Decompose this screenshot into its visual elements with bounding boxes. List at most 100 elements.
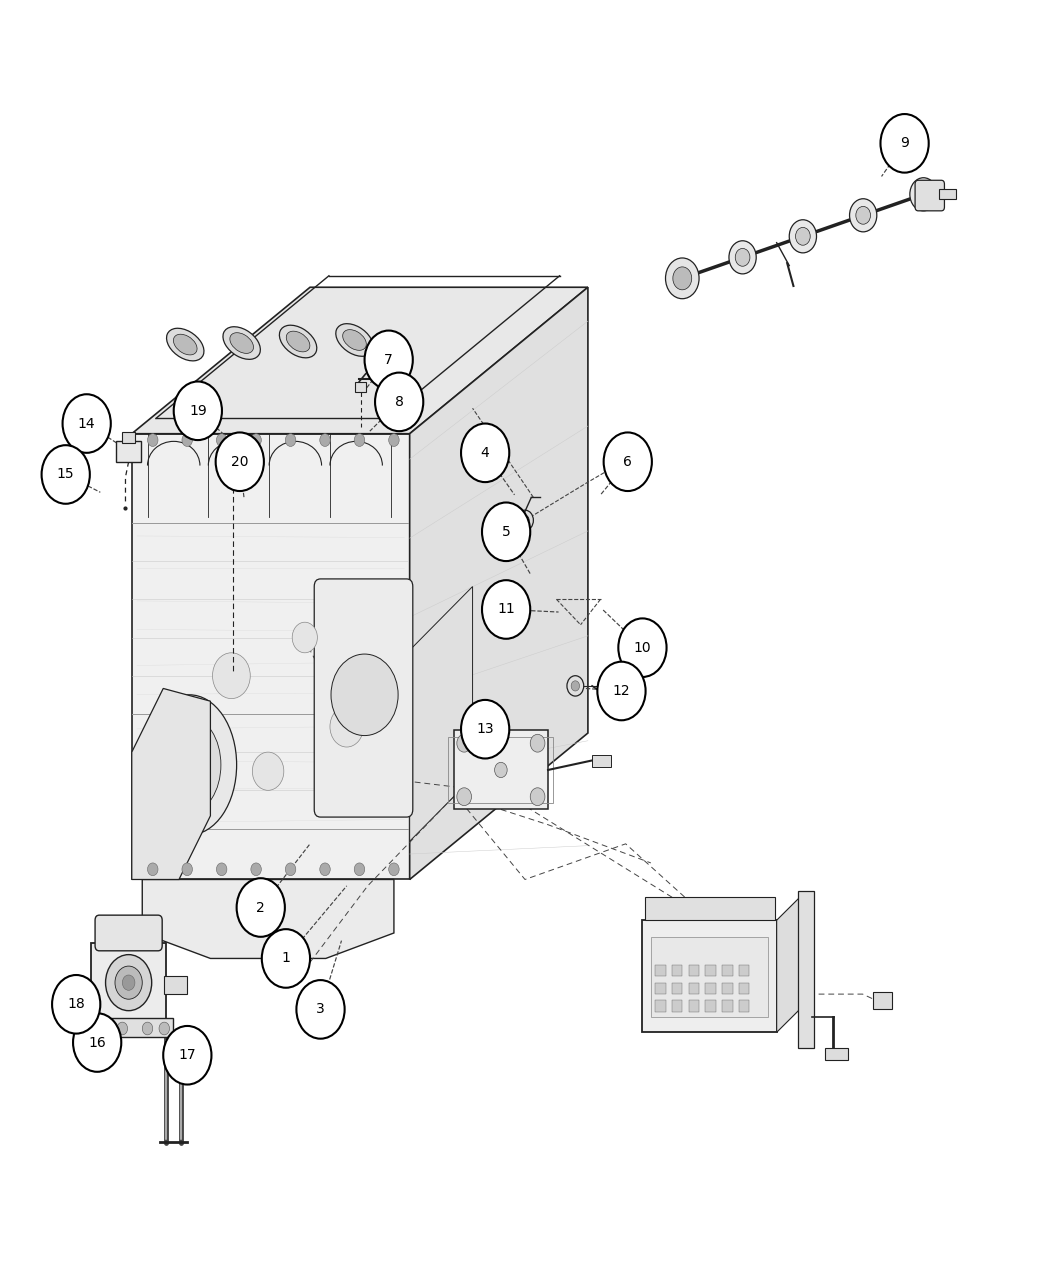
Circle shape bbox=[917, 185, 930, 203]
Bar bbox=[672, 983, 682, 994]
Circle shape bbox=[286, 863, 296, 876]
Bar bbox=[672, 965, 682, 977]
Bar bbox=[689, 1001, 699, 1012]
Bar bbox=[825, 1048, 848, 1061]
Circle shape bbox=[856, 207, 870, 224]
Circle shape bbox=[461, 423, 509, 482]
Circle shape bbox=[227, 436, 239, 451]
Polygon shape bbox=[131, 287, 588, 434]
Circle shape bbox=[42, 445, 90, 504]
Circle shape bbox=[147, 434, 157, 446]
FancyBboxPatch shape bbox=[96, 915, 162, 951]
Circle shape bbox=[182, 863, 192, 876]
Bar bbox=[655, 965, 666, 977]
Circle shape bbox=[666, 258, 699, 298]
Text: 3: 3 bbox=[316, 1002, 324, 1016]
Text: 15: 15 bbox=[57, 468, 75, 482]
Circle shape bbox=[63, 394, 111, 453]
Bar bbox=[672, 1001, 682, 1012]
Circle shape bbox=[123, 975, 134, 991]
Text: 1: 1 bbox=[281, 951, 291, 965]
Bar bbox=[651, 937, 769, 1017]
Ellipse shape bbox=[287, 332, 310, 352]
Bar bbox=[689, 965, 699, 977]
Bar bbox=[722, 965, 733, 977]
Ellipse shape bbox=[142, 695, 236, 835]
Circle shape bbox=[142, 1023, 152, 1035]
Circle shape bbox=[597, 662, 646, 720]
Circle shape bbox=[159, 1023, 169, 1035]
Circle shape bbox=[296, 980, 344, 1039]
Circle shape bbox=[910, 177, 937, 210]
Circle shape bbox=[118, 1023, 128, 1035]
Circle shape bbox=[251, 863, 261, 876]
Bar bbox=[592, 755, 611, 768]
Circle shape bbox=[330, 706, 363, 747]
Circle shape bbox=[173, 381, 222, 440]
Text: 5: 5 bbox=[502, 525, 510, 539]
Circle shape bbox=[320, 434, 331, 446]
Circle shape bbox=[163, 1026, 211, 1085]
Circle shape bbox=[735, 249, 750, 266]
Circle shape bbox=[530, 734, 545, 752]
Circle shape bbox=[530, 788, 545, 806]
Bar bbox=[706, 983, 716, 994]
Circle shape bbox=[482, 502, 530, 561]
Bar bbox=[939, 189, 956, 199]
Ellipse shape bbox=[279, 325, 317, 358]
Circle shape bbox=[147, 863, 157, 876]
Text: 14: 14 bbox=[78, 417, 96, 431]
Circle shape bbox=[669, 261, 696, 295]
Circle shape bbox=[482, 580, 530, 639]
Circle shape bbox=[618, 618, 667, 677]
Polygon shape bbox=[777, 898, 800, 1033]
FancyBboxPatch shape bbox=[645, 898, 775, 921]
Circle shape bbox=[116, 966, 142, 1000]
Text: 7: 7 bbox=[384, 353, 393, 367]
Polygon shape bbox=[131, 434, 410, 880]
Circle shape bbox=[457, 788, 471, 806]
Text: 8: 8 bbox=[395, 395, 403, 409]
Circle shape bbox=[251, 434, 261, 446]
Text: 19: 19 bbox=[189, 404, 207, 418]
Circle shape bbox=[461, 700, 509, 759]
Bar bbox=[874, 992, 892, 1010]
FancyBboxPatch shape bbox=[91, 944, 166, 1023]
Bar bbox=[655, 983, 666, 994]
Polygon shape bbox=[410, 287, 588, 880]
Bar bbox=[722, 1001, 733, 1012]
Bar bbox=[706, 1001, 716, 1012]
Polygon shape bbox=[131, 688, 210, 880]
Text: 16: 16 bbox=[88, 1035, 106, 1049]
Text: 20: 20 bbox=[231, 455, 249, 469]
Bar bbox=[355, 381, 365, 391]
Text: 4: 4 bbox=[481, 446, 489, 460]
Text: 10: 10 bbox=[633, 641, 651, 654]
Circle shape bbox=[106, 955, 151, 1011]
Bar bbox=[739, 983, 750, 994]
Circle shape bbox=[729, 241, 756, 274]
Circle shape bbox=[216, 434, 227, 446]
Circle shape bbox=[521, 515, 529, 525]
Circle shape bbox=[331, 654, 398, 736]
Ellipse shape bbox=[342, 330, 366, 351]
Circle shape bbox=[881, 113, 928, 172]
FancyBboxPatch shape bbox=[643, 921, 777, 1033]
Ellipse shape bbox=[158, 717, 220, 812]
Bar bbox=[722, 983, 733, 994]
Ellipse shape bbox=[173, 334, 197, 354]
Circle shape bbox=[388, 863, 399, 876]
Polygon shape bbox=[410, 586, 472, 842]
Text: 13: 13 bbox=[477, 722, 493, 736]
Circle shape bbox=[215, 432, 264, 491]
Circle shape bbox=[212, 653, 250, 699]
FancyBboxPatch shape bbox=[916, 180, 944, 210]
Bar bbox=[655, 1001, 666, 1012]
Circle shape bbox=[354, 434, 364, 446]
Circle shape bbox=[74, 1014, 122, 1072]
Circle shape bbox=[52, 975, 101, 1034]
Text: 12: 12 bbox=[612, 683, 630, 697]
Circle shape bbox=[675, 269, 690, 287]
Circle shape bbox=[495, 762, 507, 778]
Bar bbox=[739, 965, 750, 977]
